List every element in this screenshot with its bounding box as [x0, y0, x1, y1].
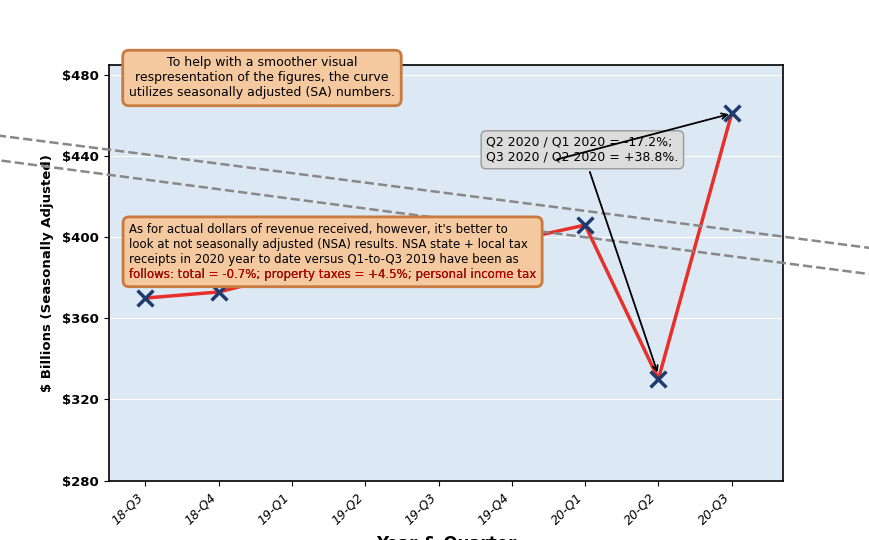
Point	[651, 375, 665, 383]
Point	[138, 294, 152, 302]
Text: As for actual dollars of revenue received, however, it's better to
look at not s: As for actual dollars of revenue receive…	[129, 223, 535, 281]
Point	[431, 243, 445, 252]
X-axis label: Year & Quarter: Year & Quarter	[375, 535, 515, 540]
Text: follows: total = -0.7%; property taxes = +4.5%; personal income tax: follows: total = -0.7%; property taxes =…	[129, 223, 535, 281]
Point	[504, 237, 518, 246]
Point	[285, 269, 299, 278]
Point	[211, 288, 225, 296]
Point	[724, 109, 738, 118]
Y-axis label: $ Billions (Seasonally Adjusted): $ Billions (Seasonally Adjusted)	[41, 154, 54, 392]
Text: Q2 2020 / Q1 2020 = -17.2%;
Q3 2020 / Q2 2020 = +38.8%.: Q2 2020 / Q1 2020 = -17.2%; Q3 2020 / Q2…	[486, 136, 678, 370]
Point	[358, 227, 372, 235]
Text: To help with a smoother visual
respresentation of the figures, the curve
utilize: To help with a smoother visual respresen…	[129, 57, 395, 99]
Point	[578, 221, 592, 230]
